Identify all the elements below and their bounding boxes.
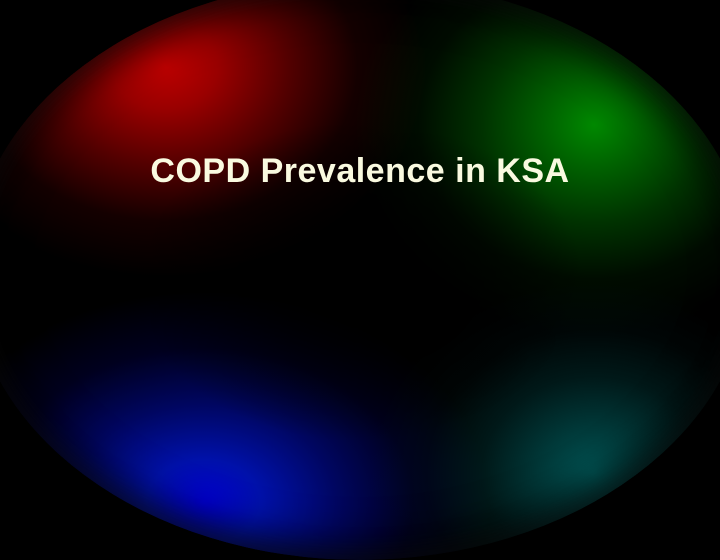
slide-title: COPD Prevalence in KSA	[0, 152, 720, 191]
ellipse-shape	[0, 0, 720, 560]
color-wheel-background	[0, 0, 720, 560]
inner-ring-shadow	[0, 0, 720, 560]
